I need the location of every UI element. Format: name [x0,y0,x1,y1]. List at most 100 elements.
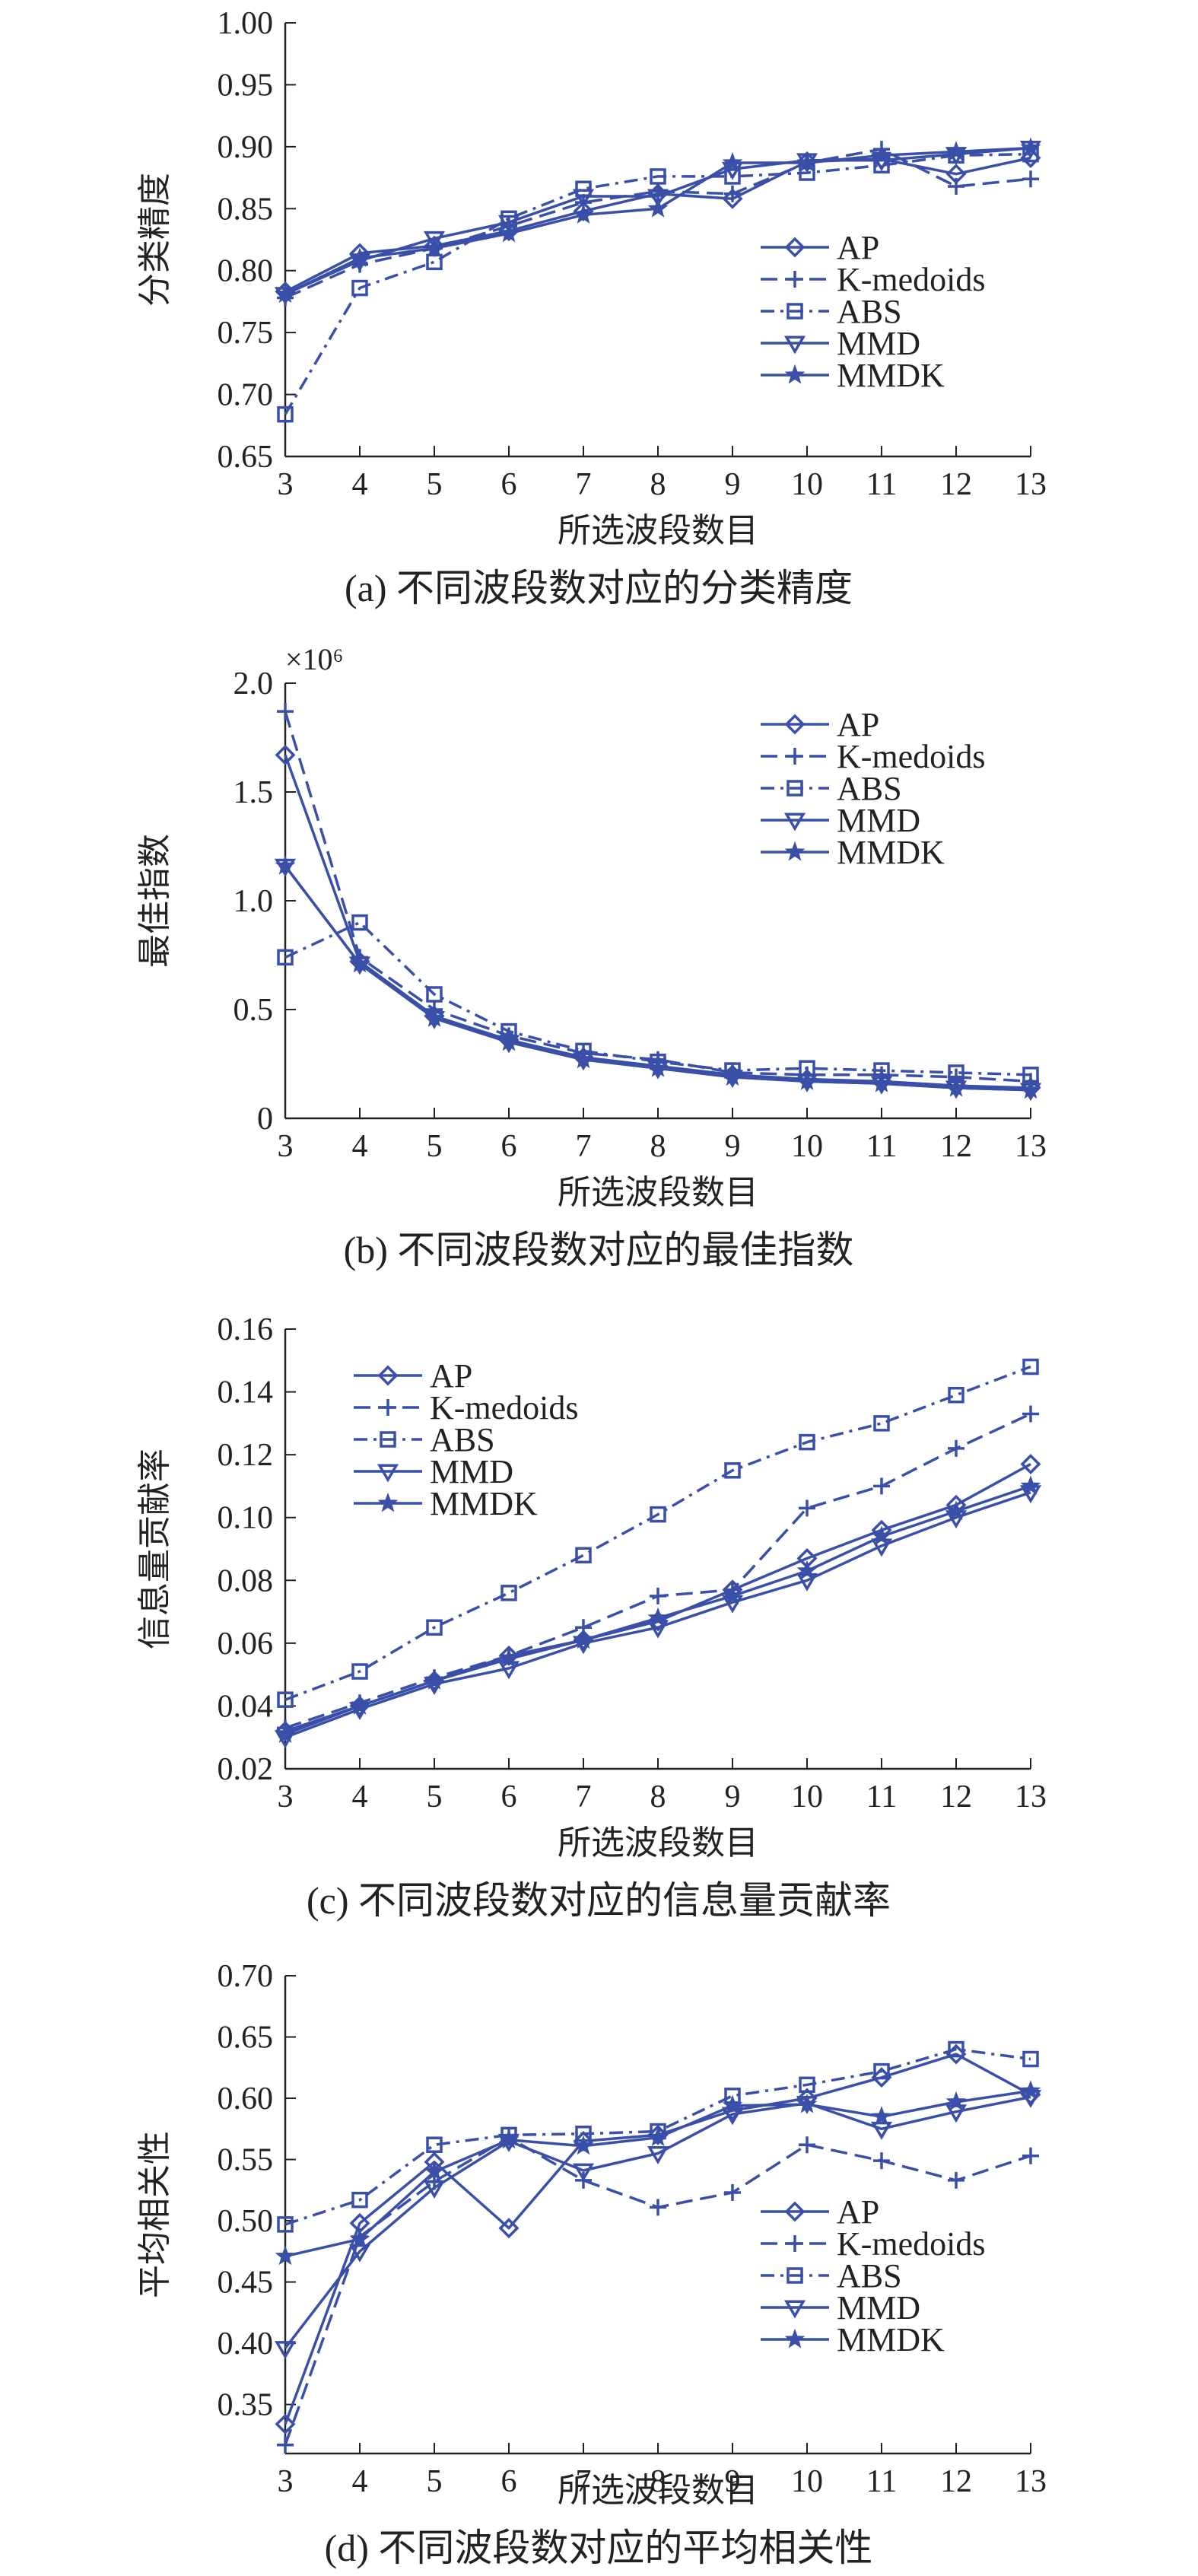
legend-marker [377,1365,399,1386]
x-tick-label: 4 [352,1779,368,1814]
data-point [799,2136,815,2154]
y-tick-label: 2.0 [234,666,274,701]
data-point [275,2413,296,2434]
x-tick-label: 11 [866,1779,897,1814]
x-tick-label: 13 [1015,467,1047,502]
data-point [799,1499,815,1517]
x-tick-label: 7 [576,1129,592,1164]
series-line [284,711,1031,1083]
legend-marker [784,237,806,258]
legend-marker [784,2328,806,2349]
data-point [498,222,520,243]
x-tick-label: 11 [866,2464,897,2499]
legend-label: MMDK [430,1485,538,1522]
x-tick-label: 6 [501,1779,517,1814]
y-axis-label: 分类精度 [135,173,174,307]
y-tick-label: 0.12 [218,1438,274,1473]
legend-label: AP [837,229,879,266]
x-tick-label: 3 [278,2464,294,2499]
legend-marker [380,1431,396,1448]
data-point [873,1415,890,1432]
y-tick-label: 0.08 [218,1563,274,1598]
y-tick-label: 0.95 [218,68,274,103]
x-tick-label: 10 [791,1779,823,1814]
x-tick-label: 9 [725,467,741,502]
data-point [351,1663,368,1680]
data-point [724,1462,741,1479]
legend-label: ABS [837,770,902,807]
y-axis-label: 平均相关性 [135,2131,174,2298]
x-axis-label: 所选波段数目 [558,511,758,550]
data-point [573,2135,594,2155]
y-tick-label: 0.65 [218,2021,274,2056]
x-tick-label: 12 [940,2464,972,2499]
data-point [423,2180,446,2199]
y-tick-label: 1.0 [234,884,274,919]
x-tick-label: 11 [866,467,897,502]
data-point [349,247,370,267]
legend-marker [380,1399,396,1416]
data-point [349,1695,370,1715]
y-tick-label: 0.60 [218,2081,274,2116]
legend-label: MMD [837,325,920,362]
data-point [647,2146,669,2164]
series-line [284,1412,1031,1729]
data-point [348,2244,371,2263]
legend-label: ABS [837,2257,902,2295]
data-point [948,177,964,195]
chart-panel-2: 0 0.5 1.0 1.5 2.0 3 4 5 6 7 8 9 10 11 12 13 ×10⁶ 所选波段数目 最佳… [135,642,1047,1271]
legend-marker [783,813,806,832]
y-tick-label: 0.35 [218,2388,274,2423]
y-tick-label: 0.80 [218,254,274,289]
legend-label: K-medoids [430,1389,579,1426]
data-point [500,1585,517,1601]
data-point [945,141,967,161]
series-mmdk [275,2080,1041,2266]
x-tick-label: 4 [352,2464,368,2499]
panel-caption: (c) 不同波段数对应的信息量贡献率 [307,1879,891,1922]
x-tick-label: 7 [576,467,592,502]
data-point [796,151,818,172]
y-tick-label: 1.00 [218,6,274,41]
x-tick-label: 6 [501,1129,517,1164]
y-tick-label: 0.55 [218,2143,274,2178]
data-point [799,2076,815,2094]
data-point [277,2216,294,2233]
data-point [647,189,669,208]
data-point [948,2040,964,2058]
data-point [573,204,594,224]
data-point [426,986,443,1003]
legend-label: MMD [837,2289,920,2326]
data-point [424,237,445,257]
data-point [277,949,294,966]
data-point [871,1072,892,1092]
data-point [1022,1405,1039,1423]
data-point [647,1057,669,1077]
series-line [284,146,1031,296]
data-point [870,2121,893,2140]
legend-marker [377,1464,399,1483]
data-point [722,2094,743,2115]
data-point [426,2136,443,2153]
x-tick-label: 6 [501,467,517,502]
data-point [948,2171,964,2189]
data-point [796,1560,818,1580]
x-tick-label: 5 [427,1779,443,1814]
data-point [423,231,446,250]
data-point [572,189,595,208]
data-point [351,2191,368,2209]
data-point [1020,1454,1041,1475]
y-tick-label: 0.45 [218,2266,274,2301]
legend-label: AP [837,2193,879,2231]
x-tick-label: 5 [427,2464,443,2499]
x-tick-label: 3 [278,1129,294,1164]
data-point [724,2184,741,2202]
data-point [498,1648,520,1668]
y-tick-label: 0.14 [218,1375,274,1410]
legend-label: K-medoids [837,738,986,775]
data-point [799,1433,815,1451]
x-tick-label: 5 [427,1129,443,1164]
data-point [351,914,368,931]
